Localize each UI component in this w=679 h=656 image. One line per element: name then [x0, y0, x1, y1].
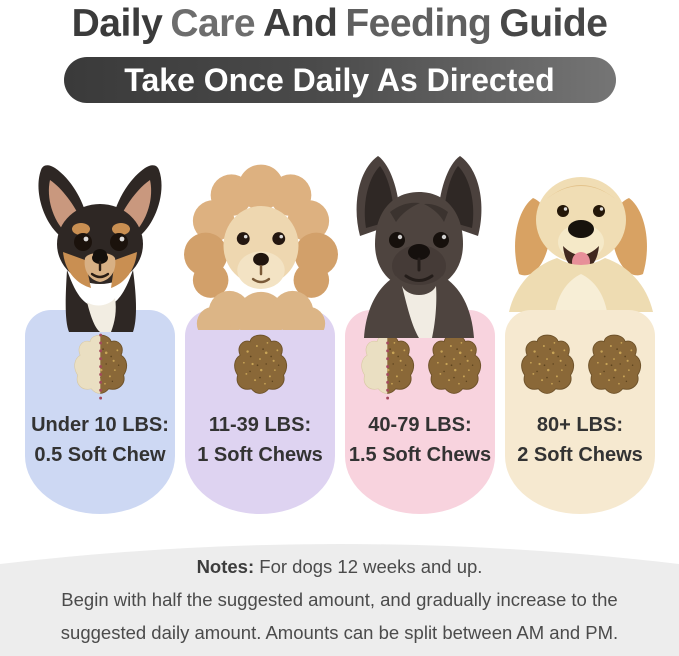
notes-line-1: Notes: For dogs 12 weeks and up.: [196, 556, 483, 577]
notes-line-2: Begin with half the suggested amount, an…: [61, 589, 618, 610]
title-word: Daily: [71, 2, 163, 45]
poodle-photo: [184, 163, 338, 330]
dose-text: 80+ LBS: 2 Soft Chews: [517, 410, 643, 470]
notes-text: Notes: For dogs 12 weeks and up. Begin w…: [0, 550, 679, 649]
dose-card-under-10lbs: Under 10 LBS: 0.5 Soft Chew: [25, 310, 175, 514]
curved-background: [0, 544, 679, 656]
notes-line-3: suggested daily amount. Amounts can be s…: [60, 622, 619, 643]
french-bulldog-photo: [344, 148, 494, 338]
dose-text: 40-79 LBS: 1.5 Soft Chews: [349, 410, 491, 470]
dose-card-40-79lbs: 40-79 LBS: 1.5 Soft Chews: [345, 310, 495, 514]
notes-label: Notes:: [196, 556, 255, 577]
golden-retriever-photo: [497, 148, 665, 312]
dose-text: 11-39 LBS: 1 Soft Chews: [197, 410, 323, 470]
dose-card-11-39lbs: 11-39 LBS: 1 Soft Chews: [185, 310, 335, 514]
title-word: Care: [170, 2, 256, 45]
notes-section: Notes: For dogs 12 weeks and up. Begin w…: [0, 538, 679, 656]
dose-amount: 2 Soft Chews: [517, 444, 643, 466]
full-chew-icon: [583, 318, 645, 400]
dose-text: Under 10 LBS: 0.5 Soft Chew: [31, 410, 169, 470]
title-word: And: [263, 2, 338, 45]
chihuahua-photo: [24, 152, 176, 332]
chew-row: [516, 316, 645, 402]
page-title: Daily Care And Feeding Guide: [0, 2, 679, 46]
dose-card-80plus-lbs: 80+ LBS: 2 Soft Chews: [505, 310, 655, 514]
full-chew-icon: [229, 318, 291, 400]
title-word: Guide: [499, 2, 608, 45]
directions-banner: Take Once Daily As Directed: [63, 57, 616, 103]
dose-amount: 1 Soft Chews: [197, 444, 323, 466]
weight-range: 80+ LBS:: [536, 414, 624, 436]
weight-range: 11-39 LBS:: [208, 414, 312, 436]
dose-amount: 0.5 Soft Chew: [34, 444, 166, 466]
full-chew-icon: [516, 318, 578, 400]
title-word: Feeding: [345, 2, 492, 45]
weight-range: 40-79 LBS:: [368, 414, 472, 436]
weight-range: Under 10 LBS:: [31, 414, 169, 436]
dose-amount: 1.5 Soft Chews: [348, 444, 492, 466]
